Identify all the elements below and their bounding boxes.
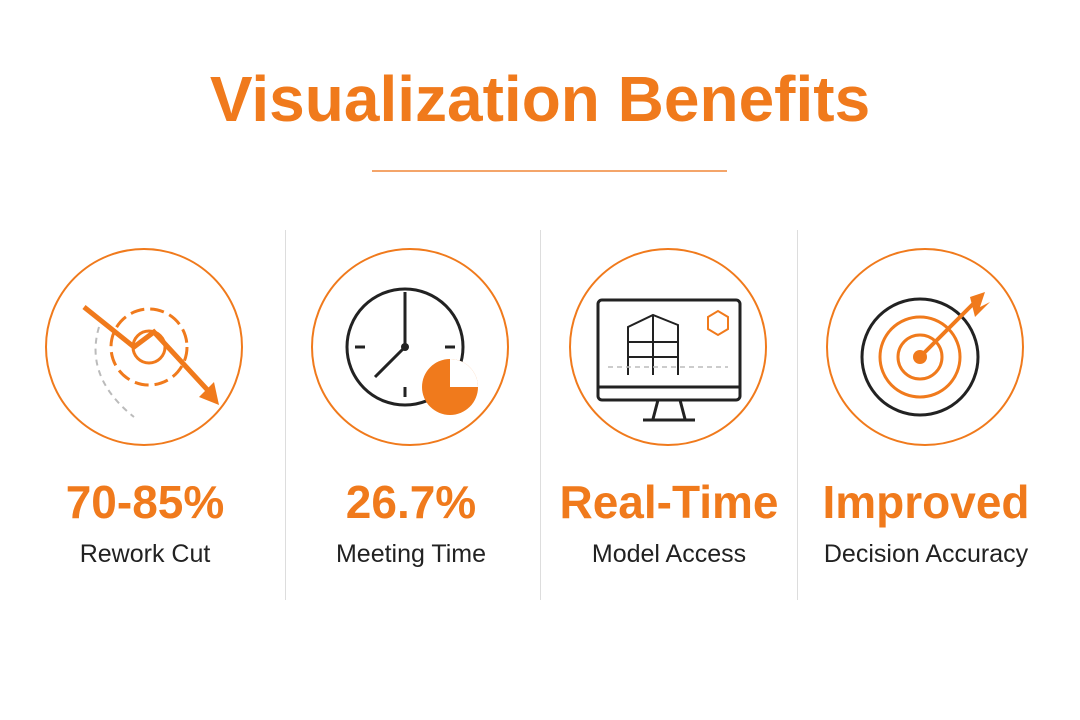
icon-clock (311, 248, 509, 446)
separator (540, 230, 541, 600)
headline: Real-Time (559, 476, 779, 528)
benefit: Real-Time Model Access (540, 230, 798, 600)
headline: Improved (822, 476, 1030, 528)
label: Rework Cut (79, 540, 211, 568)
title: Visualization Benefits (209, 63, 871, 135)
divider (372, 170, 727, 172)
label: Model Access (591, 540, 747, 568)
separator (285, 230, 286, 600)
headline: 26.7% (345, 476, 477, 528)
icon-target (826, 248, 1024, 446)
benefit: Improved Decision Accuracy (797, 230, 1055, 600)
benefit: 26.7% Meeting Time (282, 230, 540, 600)
separator (797, 230, 798, 600)
benefit: 70-85% Rework Cut (16, 230, 274, 600)
label: Meeting Time (335, 540, 487, 568)
icon-rework (45, 248, 243, 446)
headline: 70-85% (65, 476, 225, 528)
label: Decision Accuracy (823, 540, 1029, 568)
icon-monitor (569, 248, 767, 446)
